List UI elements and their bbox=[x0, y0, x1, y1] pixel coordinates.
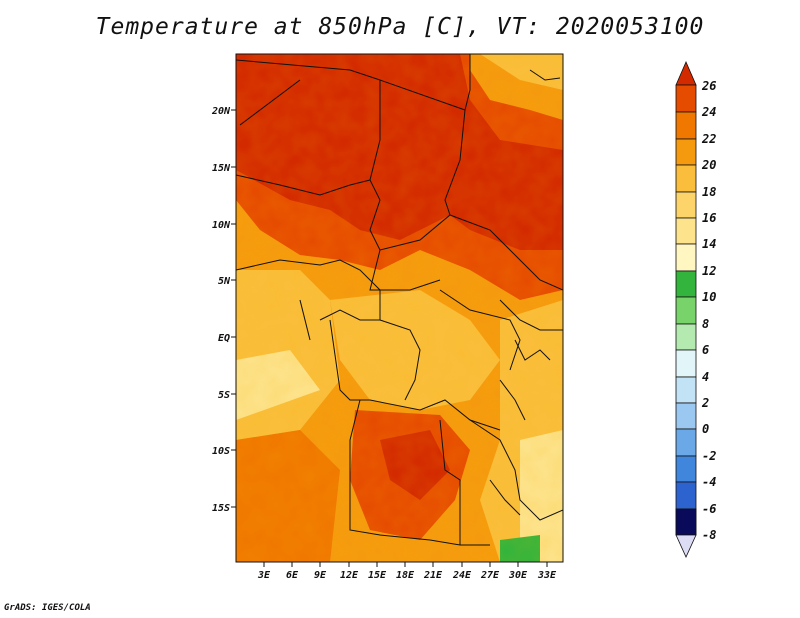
colorbar-labels: 26 24 22 20 18 16 14 12 10 8 6 4 2 0 -2 … bbox=[701, 79, 716, 542]
svg-text:10: 10 bbox=[702, 290, 716, 304]
colorbar-swatch bbox=[675, 481, 697, 510]
lon-label: 3E bbox=[257, 570, 271, 581]
colorbar-swatch bbox=[675, 243, 697, 272]
svg-text:16: 16 bbox=[702, 211, 716, 225]
svg-text:26: 26 bbox=[701, 79, 716, 93]
svg-text:-4: -4 bbox=[702, 475, 716, 489]
svg-text:24: 24 bbox=[701, 105, 716, 119]
lon-label: 6E bbox=[286, 570, 299, 581]
colorbar-top-arrow bbox=[675, 60, 697, 86]
lat-label: 5N bbox=[218, 276, 231, 287]
colorbar-swatch bbox=[675, 376, 697, 404]
colorbar-swatch bbox=[675, 508, 697, 536]
svg-text:4: 4 bbox=[702, 370, 709, 384]
colorbar-swatch bbox=[675, 84, 697, 113]
lon-label: 21E bbox=[423, 570, 443, 581]
svg-text:-2: -2 bbox=[702, 449, 716, 463]
lon-label: 33E bbox=[537, 570, 557, 581]
colorbar-swatch bbox=[675, 270, 697, 298]
lon-axis: 3E 6E 9E 12E 15E 18E 21E 24E 27E 30E 33E bbox=[257, 562, 557, 581]
temperature-field bbox=[236, 54, 563, 562]
svg-text:20: 20 bbox=[701, 158, 716, 172]
colorbar-swatch bbox=[675, 138, 697, 166]
colorbar-swatch bbox=[675, 191, 697, 219]
colorbar-swatch bbox=[675, 217, 697, 245]
lat-label: 10S bbox=[212, 446, 230, 457]
colorbar-swatch bbox=[675, 296, 697, 325]
lon-label: 12E bbox=[340, 570, 359, 581]
lon-label: 18E bbox=[396, 570, 415, 581]
chart-title: Temperature at 850hPa [C], VT: 202005310… bbox=[95, 14, 705, 40]
lat-label: 10N bbox=[212, 220, 231, 231]
svg-text:8: 8 bbox=[702, 317, 709, 331]
lon-label: 9E bbox=[314, 570, 327, 581]
colorbar-bottom-arrow bbox=[675, 534, 697, 558]
colorbar-swatch bbox=[675, 323, 697, 351]
lat-label: 20N bbox=[211, 106, 231, 117]
svg-text:18: 18 bbox=[702, 185, 716, 199]
colorbar-swatch bbox=[675, 455, 697, 483]
lat-label: 5S bbox=[218, 390, 230, 401]
svg-text:-6: -6 bbox=[702, 502, 716, 516]
lon-label: 24E bbox=[452, 570, 472, 581]
svg-text:12: 12 bbox=[702, 264, 716, 278]
svg-text:6: 6 bbox=[702, 343, 709, 357]
lon-label: 27E bbox=[480, 570, 500, 581]
lat-label: 15N bbox=[212, 163, 231, 174]
lon-label: 30E bbox=[508, 570, 528, 581]
country-borders bbox=[236, 54, 563, 546]
svg-text:-8: -8 bbox=[702, 528, 716, 542]
credit-text: GrADS: IGES/COLA bbox=[4, 603, 91, 613]
map-frame bbox=[235, 53, 564, 563]
lat-label: 15S bbox=[212, 503, 230, 514]
colorbar bbox=[675, 60, 697, 558]
lon-label: 15E bbox=[368, 570, 387, 581]
colorbar-swatch bbox=[675, 402, 697, 430]
svg-text:0: 0 bbox=[702, 422, 709, 436]
svg-text:2: 2 bbox=[701, 396, 709, 410]
colorbar-swatch bbox=[675, 164, 697, 193]
lat-label: EQ bbox=[218, 333, 230, 344]
svg-text:14: 14 bbox=[702, 237, 716, 251]
colorbar-swatch bbox=[675, 349, 697, 378]
svg-text:22: 22 bbox=[701, 132, 716, 146]
lat-axis: 20N 15N 10N 5N EQ 5S 10S 15S bbox=[211, 106, 236, 514]
colorbar-swatch bbox=[675, 111, 697, 140]
colorbar-swatch bbox=[675, 428, 697, 457]
